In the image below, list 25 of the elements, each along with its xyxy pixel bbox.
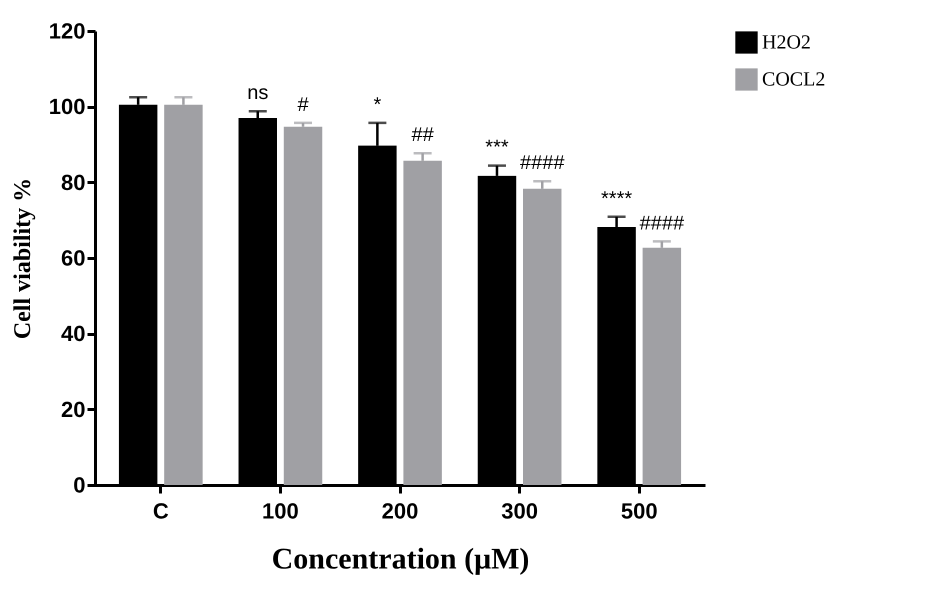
annotation: ##	[412, 124, 435, 146]
annotation: #	[297, 94, 310, 116]
y-tick-label: 120	[48, 18, 86, 44]
x-tick-label: 300	[501, 498, 538, 524]
y-tick-label: 100	[48, 94, 86, 120]
annotation: ####	[640, 212, 685, 234]
x-tick-label: 100	[262, 498, 299, 524]
annotation: *	[373, 94, 382, 116]
annotation: ***	[485, 136, 509, 159]
y-tick-label: 0	[73, 472, 86, 498]
y-tick-label: 40	[61, 321, 86, 346]
y-tick-label: 60	[61, 246, 86, 270]
legend-label: H2O2	[762, 32, 811, 54]
bar	[284, 126, 322, 485]
y-tick-label: 20	[61, 396, 86, 422]
annotation: ns	[247, 82, 268, 104]
x-tick-label: 200	[382, 498, 418, 524]
x-axis-title: Concentration (μM)	[272, 542, 530, 576]
x-tick-label: C	[152, 498, 169, 524]
y-axis-title: Cell viability %	[10, 178, 36, 340]
annotation: ####	[520, 152, 566, 174]
legend-label: COCL2	[762, 68, 826, 90]
annotation: ****	[601, 188, 632, 210]
x-tick-label: 500	[620, 498, 658, 524]
y-tick-label: 80	[61, 170, 86, 195]
